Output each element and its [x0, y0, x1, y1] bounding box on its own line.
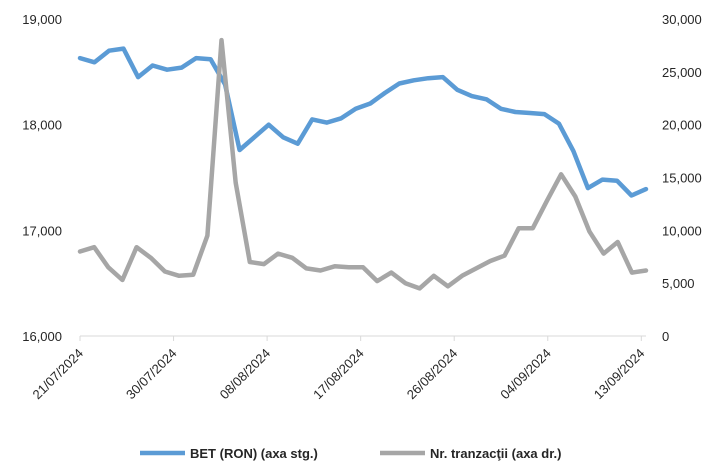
x-tick-label: 04/09/2024 — [497, 346, 554, 403]
left-tick-label: 18,000 — [22, 118, 62, 133]
left-axis-ticks: 16,000 17,000 18,000 19,000 — [22, 12, 62, 344]
legend-label: BET (RON) (axa stg.) — [190, 446, 318, 461]
right-tick-label: 5,000 — [662, 276, 695, 291]
right-tick-label: 15,000 — [662, 171, 702, 186]
x-tick-label: 30/07/2024 — [123, 346, 180, 403]
x-tick-label: 08/08/2024 — [217, 346, 274, 403]
right-tick-label: 0 — [662, 329, 669, 344]
left-tick-label: 19,000 — [22, 12, 62, 27]
legend-label: Nr. tranzacţii (axa dr.) — [430, 446, 562, 461]
bet-series-line — [77, 46, 649, 198]
right-tick-label: 25,000 — [662, 65, 702, 80]
right-axis-ticks: 0 5,000 10,000 15,000 20,000 25,000 30,000 — [662, 12, 702, 344]
transactions-series-line — [77, 37, 649, 291]
x-tick-label: 17/08/2024 — [310, 346, 367, 403]
x-axis-ticks: 21/07/2024 30/07/2024 08/08/2024 17/08/2024… — [29, 336, 647, 402]
right-tick-label: 10,000 — [662, 223, 702, 238]
x-tick-label: 26/08/2024 — [404, 346, 461, 403]
left-tick-label: 17,000 — [22, 223, 62, 238]
right-tick-label: 20,000 — [662, 118, 702, 133]
right-tick-label: 30,000 — [662, 12, 702, 27]
x-tick-label: 21/07/2024 — [29, 346, 86, 403]
series-layer — [77, 37, 649, 291]
left-tick-label: 16,000 — [22, 329, 62, 344]
x-tick-label: 13/09/2024 — [591, 346, 648, 403]
legend: BET (RON) (axa stg.) Nr. tranzacţii (axa … — [140, 446, 562, 461]
